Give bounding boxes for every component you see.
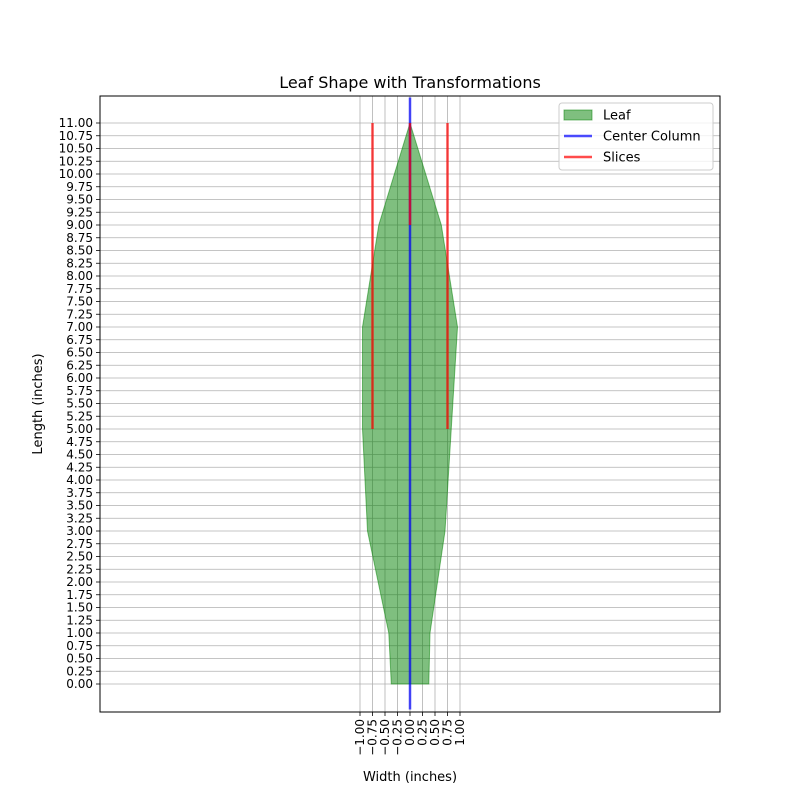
y-tick-label: 7.50 xyxy=(66,295,93,309)
x-tick-label: 0.75 xyxy=(441,719,455,746)
y-tick-label: 5.00 xyxy=(66,422,93,436)
y-tick-label: 4.25 xyxy=(66,460,93,474)
y-tick-label: 3.50 xyxy=(66,499,93,513)
y-tick-label: 4.00 xyxy=(66,473,93,487)
y-tick-label: 11.00 xyxy=(59,116,93,130)
y-tick-label: 4.75 xyxy=(66,435,93,449)
y-tick-label: 6.75 xyxy=(66,333,93,347)
x-tick-label: −0.75 xyxy=(366,719,380,756)
y-tick-label: 8.25 xyxy=(66,256,93,270)
y-tick-label: 5.25 xyxy=(66,409,93,423)
y-tick-label: 2.00 xyxy=(66,575,93,589)
y-tick-label: 2.75 xyxy=(66,537,93,551)
y-tick-label: 9.50 xyxy=(66,193,93,207)
x-tick-label: −1.00 xyxy=(353,719,367,756)
y-tick-label: 4.50 xyxy=(66,448,93,462)
y-axis-label: Length (inches) xyxy=(31,353,46,454)
y-tick-label: 6.25 xyxy=(66,358,93,372)
y-tick-label: 5.75 xyxy=(66,384,93,398)
y-tick-label: 9.00 xyxy=(66,218,93,232)
data-layer xyxy=(362,97,459,710)
y-tick-label: 10.50 xyxy=(59,142,93,156)
y-tick-label: 8.00 xyxy=(66,269,93,283)
legend-label: Leaf xyxy=(603,109,631,124)
y-tick-label: 1.75 xyxy=(66,588,93,602)
y-tick-label: 0.25 xyxy=(66,664,93,678)
chart-title: Leaf Shape with Transformations xyxy=(279,73,541,92)
y-tick-label: 3.00 xyxy=(66,524,93,538)
legend-label: Slices xyxy=(603,151,641,166)
y-tick-label: 0.75 xyxy=(66,639,93,653)
x-tick-label: −0.25 xyxy=(391,719,405,756)
y-tick-label: 3.75 xyxy=(66,486,93,500)
y-tick-label: 1.50 xyxy=(66,601,93,615)
y-tick-label: 0.50 xyxy=(66,652,93,666)
x-tick-label: 1.00 xyxy=(453,719,467,746)
y-tick-label: 5.50 xyxy=(66,397,93,411)
y-tick-label: 10.00 xyxy=(59,167,93,181)
y-tick-label: 9.75 xyxy=(66,180,93,194)
y-tick-label: 9.25 xyxy=(66,205,93,219)
x-tick-label: 0.25 xyxy=(416,719,430,746)
y-tick-label: 1.00 xyxy=(66,626,93,640)
y-tick-label: 10.75 xyxy=(59,129,93,143)
y-tick-label: 0.00 xyxy=(66,677,93,691)
x-axis-label: Width (inches) xyxy=(363,770,457,785)
x-tick-label: 0.50 xyxy=(428,719,442,746)
y-tick-label: 6.50 xyxy=(66,346,93,360)
y-tick-label: 2.25 xyxy=(66,562,93,576)
y-tick-label: 7.00 xyxy=(66,320,93,334)
legend-box xyxy=(558,102,714,171)
x-tick-label: 0.00 xyxy=(403,719,417,746)
y-tick-label: 10.25 xyxy=(59,154,93,168)
y-tick-label: 7.25 xyxy=(66,307,93,321)
legend-label: Center Column xyxy=(603,130,701,145)
y-tick-label: 2.50 xyxy=(66,550,93,564)
y-tick-label: 7.75 xyxy=(66,282,93,296)
y-tick-label: 6.00 xyxy=(66,371,93,385)
tick-layer: 0.000.250.500.751.001.251.501.752.002.25… xyxy=(59,116,467,756)
y-tick-label: 8.50 xyxy=(66,244,93,258)
y-tick-label: 1.25 xyxy=(66,613,93,627)
legend: Leaf Center Column Slices xyxy=(558,102,714,171)
y-tick-label: 3.25 xyxy=(66,511,93,525)
legend-swatch-leaf xyxy=(563,109,593,121)
x-tick-label: −0.50 xyxy=(378,719,392,756)
y-tick-label: 8.75 xyxy=(66,231,93,245)
